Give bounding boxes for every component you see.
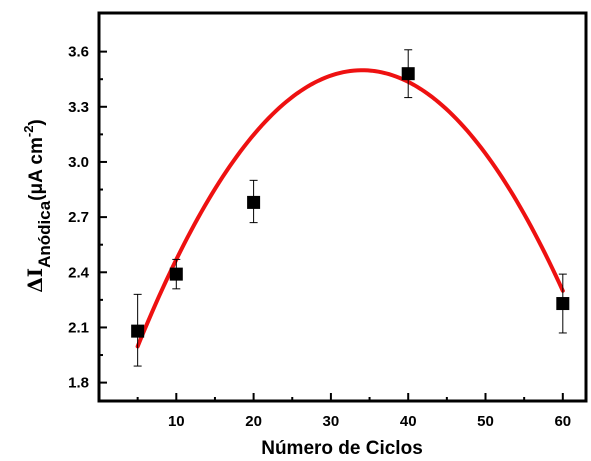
x-tick-label-30: 30 bbox=[323, 413, 340, 430]
square-marker bbox=[556, 297, 570, 311]
x-tick-label-20: 20 bbox=[245, 413, 262, 430]
y-axis-units-close: ) bbox=[26, 119, 47, 125]
x-tick-label-60: 60 bbox=[554, 413, 571, 430]
plot-frame bbox=[97, 11, 588, 403]
y-tick-label-4: 3.0 bbox=[68, 154, 89, 171]
x-axis-title: Número de Ciclos bbox=[261, 438, 423, 459]
fit-layer bbox=[135, 68, 565, 349]
y-tick-label-2: 2.4 bbox=[68, 264, 90, 281]
square-marker bbox=[131, 324, 145, 338]
x-tick-label-10: 10 bbox=[168, 413, 185, 430]
square-marker bbox=[169, 267, 183, 281]
data-point-5 bbox=[131, 293, 145, 367]
x-tick-label-50: 50 bbox=[477, 413, 494, 430]
y-tick-label-3: 2.7 bbox=[68, 209, 89, 226]
data-point-40 bbox=[401, 49, 415, 99]
y-axis-exponent: -2 bbox=[21, 126, 36, 138]
y-axis-delta-i: ΔI bbox=[23, 268, 47, 293]
y-axis-title: ΔIAnódica(μA cm-2) bbox=[21, 119, 54, 293]
data-point-60 bbox=[556, 273, 570, 334]
x-tick-label-40: 40 bbox=[400, 413, 417, 430]
y-tick-label-6: 3.6 bbox=[68, 44, 89, 61]
square-marker bbox=[401, 67, 415, 81]
y-axis-subscript: Anódica bbox=[35, 200, 54, 268]
data-point-20 bbox=[247, 179, 261, 224]
data-point-10 bbox=[169, 258, 183, 290]
y-tick-label-5: 3.3 bbox=[68, 99, 89, 116]
y-tick-label-1: 2.1 bbox=[68, 319, 89, 336]
fit-curve bbox=[135, 68, 565, 349]
axis-ticks: 10 20 30 40 50 60 1.8 2.1 2.4 2.7 3.0 3.3 3.6 bbox=[68, 44, 571, 430]
y-tick-label-0: 1.8 bbox=[68, 375, 89, 392]
square-marker bbox=[247, 195, 261, 209]
y-axis-units: (μA cm bbox=[26, 137, 47, 201]
data-points bbox=[131, 49, 570, 367]
